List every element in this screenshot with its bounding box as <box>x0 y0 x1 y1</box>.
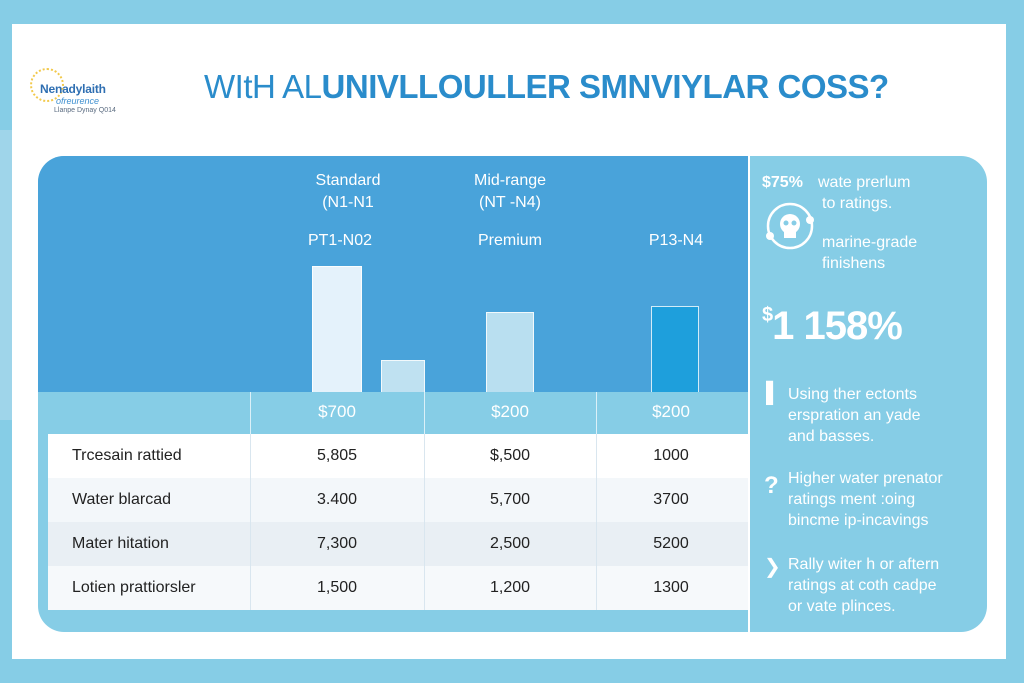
item-line: ratings at coth cadpe <box>788 577 937 594</box>
bar-premium <box>651 306 699 392</box>
col-2-sub: (NT -N4) <box>479 194 541 211</box>
question-icon: ? <box>764 472 779 499</box>
col-3-tier: P13-N4 <box>648 232 704 249</box>
cell: 1,500 <box>316 579 358 596</box>
bar-icon: ▌ <box>766 382 781 404</box>
cell: $,500 <box>489 447 531 464</box>
chevron-right-icon: ❯ <box>764 556 781 578</box>
table-row: Trcesain rattied 5,805 $,500 1000 <box>48 434 748 478</box>
page-title: WItH ALUNIVLLOULLER SMNVIYLAR COSS? <box>204 68 889 106</box>
col-2-label: Mid-range (NT -N4) <box>450 170 570 214</box>
cell: 1,200 <box>489 579 531 596</box>
bar-standard <box>312 266 362 392</box>
divider <box>250 392 251 434</box>
divider <box>424 434 425 610</box>
col-2-title: Mid-range <box>473 172 547 189</box>
item-line: Using ther ectonts <box>788 386 917 403</box>
table-row: Lotien prattiorsler 1,500 1,200 1300 <box>48 566 748 610</box>
insight-item-1: Using ther ectonts erspration an yade an… <box>788 384 921 447</box>
bar-midrange <box>486 312 534 392</box>
big-stat: $1 158% <box>762 304 903 349</box>
row-label: Mater hitation <box>72 535 169 552</box>
insight-line-3: marine-grade <box>822 234 918 251</box>
col-1-title: Standard <box>315 172 381 189</box>
item-line: bincme ip-incavings <box>788 512 929 529</box>
data-table: Trcesain rattied 5,805 $,500 1000 Water … <box>48 434 748 610</box>
col-1-sub: (N1-N1 <box>322 194 374 211</box>
item-line: erspration an yade <box>788 407 921 424</box>
cell: 3700 <box>653 491 689 508</box>
sun-icon <box>30 68 64 102</box>
divider <box>596 434 597 610</box>
logo-name: Nenadylaith <box>40 82 106 96</box>
cell: 1000 <box>653 447 689 464</box>
skull-icon <box>766 202 814 250</box>
price-col-2: $200 <box>491 402 529 421</box>
insight-panel: $75% wate prerlum to ratings. marine-gra… <box>750 156 987 632</box>
divider <box>596 392 597 434</box>
col-1-tier: PT1-N02 <box>307 232 373 249</box>
title-thin: WItH AL <box>204 68 322 105</box>
col-1-label: Standard (N1-N1 <box>288 170 408 214</box>
cell: 5200 <box>653 535 689 552</box>
logo-tagline: Llanpe Dynay Q014 <box>54 107 116 114</box>
col-2-tier: Premium <box>477 232 542 249</box>
cell: 5,700 <box>489 491 531 508</box>
insight-line-1: wate prerlum <box>818 174 911 191</box>
logo: Nenadylaith ofreurence Llanpe Dynay Q014 <box>22 62 162 118</box>
cell: 1300 <box>653 579 689 596</box>
big-stat-currency: $ <box>762 304 773 326</box>
frame-tab <box>0 24 12 48</box>
row-label: Trcesain rattied <box>72 447 182 464</box>
title-bold: UNIVLLOULLER SMNVIYLAR COSS? <box>321 68 890 105</box>
table-row: Mater hitation 7,300 2,500 5200 <box>48 522 748 566</box>
item-line: ratings ment :oing <box>788 491 916 508</box>
comparison-card: Standard (N1-N1 PT1-N02 Mid-range (NT -N… <box>38 156 748 632</box>
row-label: Water blarcad <box>72 491 171 508</box>
table-row: Water blarcad 3.400 5,700 3700 <box>48 478 748 522</box>
insight-item-2: Higher water prenator ratings ment :oing… <box>788 468 943 531</box>
price-col-3: $200 <box>652 402 690 421</box>
panel-divider <box>748 156 750 632</box>
divider <box>250 434 251 610</box>
divider <box>424 392 425 434</box>
price-row: $700 $200 $200 <box>38 392 748 434</box>
cell: 7,300 <box>316 535 358 552</box>
side-strip <box>0 130 12 420</box>
stat-small: $75% <box>762 174 803 191</box>
insight-line-2: to ratings. <box>822 195 893 212</box>
item-line: Higher water prenator <box>788 470 943 487</box>
bar-standard-secondary <box>381 360 425 392</box>
big-stat-value: 1 158% <box>772 304 903 348</box>
price-col-1: $700 <box>318 402 356 421</box>
insight-item-3: Rally witer h or aftern ratings at coth … <box>788 554 939 617</box>
row-label: Lotien prattiorsler <box>72 579 196 596</box>
logo-sub: ofreurence <box>56 96 100 106</box>
insight-line-4: finishens <box>822 255 886 272</box>
item-line: and basses. <box>788 428 875 445</box>
cell: 5,805 <box>316 447 358 464</box>
cell: 3.400 <box>316 491 358 508</box>
item-line: or vate plinces. <box>788 598 896 615</box>
chart-area: Standard (N1-N1 PT1-N02 Mid-range (NT -N… <box>38 156 748 392</box>
cell: 2,500 <box>489 535 531 552</box>
item-line: Rally witer h or aftern <box>788 556 940 573</box>
